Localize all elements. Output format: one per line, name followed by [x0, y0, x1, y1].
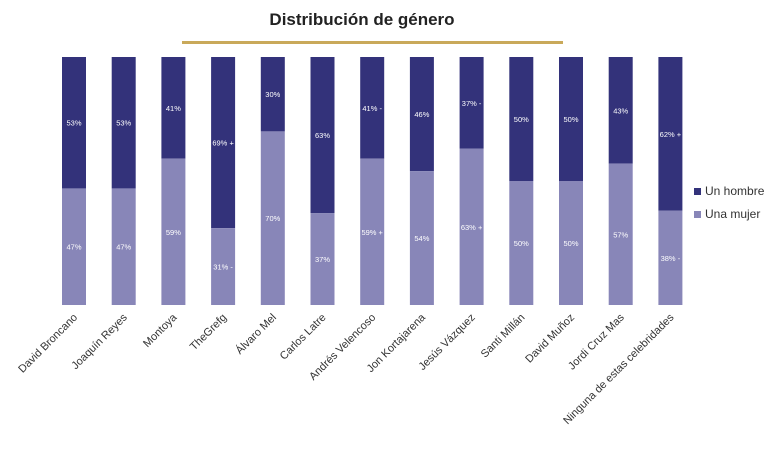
bar-men-7: [409, 57, 434, 172]
bar-label-men-6: 41% -: [362, 104, 382, 113]
bar-women-12: [658, 210, 683, 305]
bar-men-8: [459, 57, 484, 149]
bar-women-11: [608, 163, 633, 305]
bar-men-6: [360, 57, 385, 159]
legend-label-men: Un hombre: [705, 184, 765, 198]
bar-women-1: [111, 188, 136, 305]
bar-labels-group: 53% 47% 53% 47% 41% 59% 69% + 31% - 30% 70% 63% 37%…: [66, 90, 681, 271]
bar-women-8: [459, 148, 484, 305]
legend-label-women: Una mujer: [705, 207, 761, 221]
bar-label-men-3: 69% +: [212, 139, 234, 148]
title-underline: [182, 41, 563, 44]
x-tick-label-12: Ninguna de estas celebridades: [561, 311, 677, 427]
legend-item-men: Un hombre: [694, 183, 764, 199]
stacked-bar-chart: 53% 47% 53% 47% 41% 59% 69% + 31% - 30% 70% 63% 37%…: [16, 57, 683, 427]
bar-label-men-9: 50%: [514, 115, 529, 124]
legend-swatch-men: [694, 187, 701, 195]
bar-label-women-1: 47%: [116, 243, 131, 252]
x-tick-label-9: Santi Millán: [479, 312, 528, 361]
bar-men-4: [260, 57, 285, 132]
bar-label-men-7: 46%: [414, 110, 429, 119]
bar-label-men-0: 53%: [66, 119, 81, 128]
x-tick-label-10: David Muñoz: [523, 312, 577, 366]
bar-women-5: [310, 213, 335, 305]
bar-label-women-10: 50%: [563, 239, 578, 248]
bar-men-1: [111, 57, 136, 189]
bar-women-4: [260, 131, 285, 305]
legend-item-women: Una mujer: [694, 206, 764, 222]
legend-swatch-women: [694, 210, 701, 218]
bar-women-7: [409, 171, 434, 305]
bar-women-10: [559, 181, 583, 305]
bar-label-women-11: 57%: [613, 230, 628, 239]
bar-label-women-4: 70%: [265, 214, 280, 223]
bar-label-men-2: 41%: [166, 104, 181, 113]
bar-men-12: [658, 57, 683, 211]
bar-men-5: [310, 57, 335, 214]
x-tick-label-2: Montoya: [141, 311, 180, 350]
x-tick-label-3: TheGrefg: [188, 312, 229, 353]
bar-label-women-8: 63% +: [461, 223, 483, 232]
bar-label-men-4: 30%: [265, 90, 280, 99]
bar-men-11: [608, 57, 633, 164]
bar-label-men-8: 37% -: [462, 99, 482, 108]
bar-label-women-6: 59% +: [361, 228, 383, 237]
legend: Un hombre Una mujer: [694, 183, 764, 229]
chart-title: Distribución de género: [269, 10, 455, 29]
bars-group: [62, 57, 683, 305]
x-tick-label-5: Carlos Latre: [278, 312, 329, 363]
bar-women-3: [211, 228, 236, 305]
bar-men-9: [509, 57, 534, 181]
x-tick-label-4: Álvaro Mel: [233, 311, 279, 357]
bar-men-2: [161, 57, 186, 159]
bar-label-women-5: 37%: [315, 255, 330, 264]
bar-label-men-10: 50%: [563, 115, 578, 124]
bar-label-women-2: 59%: [166, 228, 181, 237]
bar-women-0: [62, 188, 86, 305]
bar-men-3: [211, 57, 236, 229]
bar-label-men-5: 63%: [315, 131, 330, 140]
bar-women-6: [360, 158, 385, 305]
bar-men-10: [559, 57, 583, 181]
bar-women-9: [509, 181, 534, 305]
bar-label-women-0: 47%: [66, 243, 81, 252]
bar-women-2: [161, 158, 186, 305]
bar-label-men-1: 53%: [116, 119, 131, 128]
bar-label-women-3: 31% -: [213, 263, 233, 272]
bar-label-men-12: 62% +: [660, 130, 682, 139]
bar-label-women-9: 50%: [514, 239, 529, 248]
bar-label-men-11: 43%: [613, 106, 628, 115]
bar-label-women-12: 38% -: [661, 254, 681, 263]
bar-label-women-7: 54%: [414, 234, 429, 243]
bar-men-0: [62, 57, 86, 189]
